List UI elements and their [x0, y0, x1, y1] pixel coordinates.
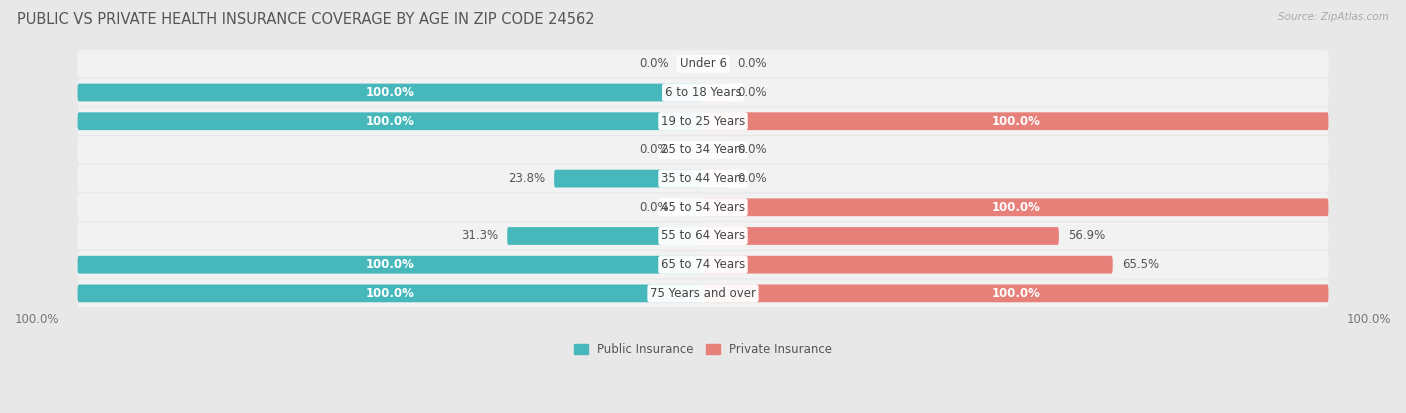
Text: 0.0%: 0.0%: [638, 57, 669, 70]
FancyBboxPatch shape: [678, 141, 703, 159]
FancyBboxPatch shape: [703, 285, 1329, 302]
Text: 100.0%: 100.0%: [366, 287, 415, 300]
FancyBboxPatch shape: [678, 198, 703, 216]
Text: 100.0%: 100.0%: [1347, 313, 1391, 326]
Legend: Public Insurance, Private Insurance: Public Insurance, Private Insurance: [569, 338, 837, 361]
Text: 35 to 44 Years: 35 to 44 Years: [661, 172, 745, 185]
Text: 25 to 34 Years: 25 to 34 Years: [661, 143, 745, 157]
FancyBboxPatch shape: [703, 227, 1059, 245]
Text: 6 to 18 Years: 6 to 18 Years: [665, 86, 741, 99]
Text: 100.0%: 100.0%: [991, 287, 1040, 300]
Text: 0.0%: 0.0%: [638, 143, 669, 157]
FancyBboxPatch shape: [77, 251, 1329, 278]
Text: 31.3%: 31.3%: [461, 230, 498, 242]
FancyBboxPatch shape: [77, 285, 703, 302]
Text: PUBLIC VS PRIVATE HEALTH INSURANCE COVERAGE BY AGE IN ZIP CODE 24562: PUBLIC VS PRIVATE HEALTH INSURANCE COVER…: [17, 12, 595, 27]
FancyBboxPatch shape: [77, 79, 1329, 106]
Text: Source: ZipAtlas.com: Source: ZipAtlas.com: [1278, 12, 1389, 22]
FancyBboxPatch shape: [554, 170, 703, 188]
FancyBboxPatch shape: [77, 112, 703, 130]
FancyBboxPatch shape: [703, 141, 728, 159]
Text: 65 to 74 Years: 65 to 74 Years: [661, 258, 745, 271]
Text: Under 6: Under 6: [679, 57, 727, 70]
FancyBboxPatch shape: [703, 83, 728, 102]
FancyBboxPatch shape: [77, 136, 1329, 164]
FancyBboxPatch shape: [77, 280, 1329, 307]
Text: 100.0%: 100.0%: [366, 115, 415, 128]
FancyBboxPatch shape: [77, 107, 1329, 135]
Text: 100.0%: 100.0%: [366, 86, 415, 99]
Text: 100.0%: 100.0%: [991, 201, 1040, 214]
Text: 55 to 64 Years: 55 to 64 Years: [661, 230, 745, 242]
FancyBboxPatch shape: [77, 256, 703, 273]
Text: 0.0%: 0.0%: [737, 57, 768, 70]
FancyBboxPatch shape: [703, 112, 1329, 130]
FancyBboxPatch shape: [508, 227, 703, 245]
Text: 23.8%: 23.8%: [508, 172, 544, 185]
FancyBboxPatch shape: [703, 55, 728, 73]
Text: 0.0%: 0.0%: [737, 86, 768, 99]
Text: 19 to 25 Years: 19 to 25 Years: [661, 115, 745, 128]
Text: 0.0%: 0.0%: [737, 143, 768, 157]
FancyBboxPatch shape: [77, 50, 1329, 78]
FancyBboxPatch shape: [77, 83, 703, 102]
FancyBboxPatch shape: [703, 198, 1329, 216]
FancyBboxPatch shape: [678, 55, 703, 73]
Text: 100.0%: 100.0%: [991, 115, 1040, 128]
Text: 65.5%: 65.5%: [1122, 258, 1159, 271]
FancyBboxPatch shape: [77, 194, 1329, 221]
Text: 100.0%: 100.0%: [366, 258, 415, 271]
Text: 45 to 54 Years: 45 to 54 Years: [661, 201, 745, 214]
Text: 56.9%: 56.9%: [1069, 230, 1105, 242]
Text: 100.0%: 100.0%: [15, 313, 59, 326]
FancyBboxPatch shape: [77, 165, 1329, 192]
Text: 0.0%: 0.0%: [638, 201, 669, 214]
FancyBboxPatch shape: [703, 256, 1112, 273]
Text: 0.0%: 0.0%: [737, 172, 768, 185]
FancyBboxPatch shape: [77, 222, 1329, 250]
FancyBboxPatch shape: [703, 170, 728, 188]
Text: 75 Years and over: 75 Years and over: [650, 287, 756, 300]
